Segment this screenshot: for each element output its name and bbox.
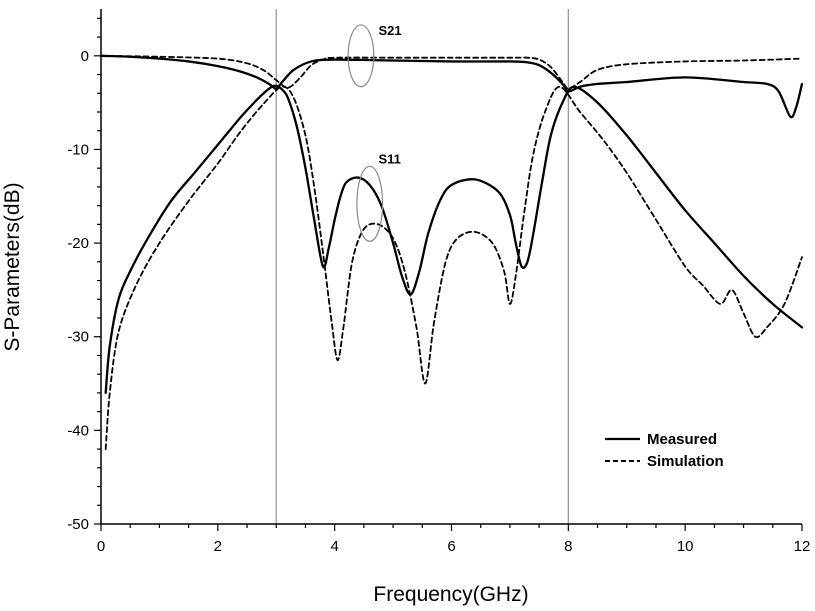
x-tick-label: 4: [330, 538, 338, 555]
annotations-layer: S21 S11: [347, 23, 402, 242]
series-line-measured-s21: [99, 54, 804, 119]
x-tick-label: 8: [564, 538, 572, 555]
annotation-ellipse-s21: [347, 24, 375, 88]
x-tick-label: 2: [214, 538, 222, 555]
legend-label-simulation: Simulation: [647, 453, 724, 470]
y-tick-label: 0: [81, 48, 89, 65]
series-line-measured-s11: [104, 84, 804, 395]
y-axis-title: S-Parameters(dB): [1, 182, 24, 351]
x-tick-label: 10: [677, 538, 694, 555]
series-line-simulation-s21: [100, 54, 803, 90]
y-tick-label: -20: [67, 235, 89, 252]
axes-layer: 0 -10 -20 -30 -40 -50 0 2 4 6 8 10 12: [67, 9, 810, 555]
legend: Measured Simulation: [605, 431, 724, 470]
x-tick-label: 6: [447, 538, 455, 555]
annotation-ellipse-s11: [356, 165, 384, 242]
annotation-label-s11: S11: [378, 152, 400, 167]
series-layer: [99, 54, 804, 450]
x-axis-title: Frequency(GHz): [373, 583, 528, 606]
y-tick-label: -30: [67, 329, 89, 346]
x-tick-label: 0: [97, 538, 105, 555]
y-tick-label: -10: [67, 141, 89, 158]
legend-label-measured: Measured: [647, 431, 717, 448]
y-tick-label: -40: [67, 422, 89, 439]
y-tick-label: -50: [67, 516, 89, 533]
annotation-label-s21: S21: [378, 23, 401, 38]
x-tick-label: 12: [794, 538, 811, 555]
series-line-simulation-s11: [104, 85, 803, 450]
